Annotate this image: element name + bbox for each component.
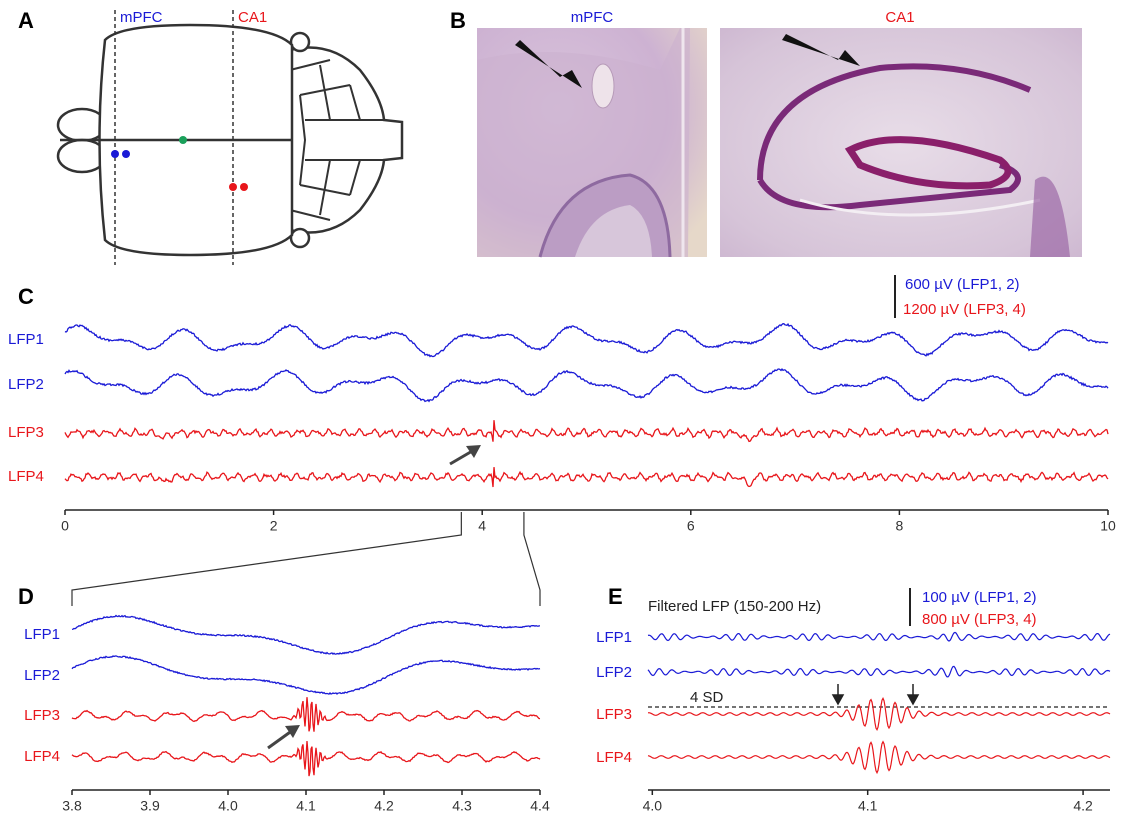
x-tick-label: 4.1: [858, 798, 878, 814]
trace-label: LFP1: [596, 629, 632, 646]
region-label: mPFC: [120, 9, 163, 26]
trace-label: LFP3: [8, 424, 44, 441]
lfp-trace: [647, 631, 1111, 642]
lfp-trace: [64, 420, 1109, 443]
scale-label: 800 µV (LFP3, 4): [922, 611, 1037, 628]
electrode-dot: [240, 183, 248, 191]
trace-label: LFP4: [8, 468, 44, 485]
trace-label: LFP3: [596, 706, 632, 723]
lfp-trace: [647, 740, 1111, 775]
arrow: [782, 34, 860, 66]
x-tick-label: 4.1: [296, 798, 316, 814]
lfp-trace: [71, 655, 541, 695]
x-tick-label: 0: [61, 518, 69, 534]
panel-label: C: [18, 284, 34, 309]
x-tick-label: 4.3: [452, 798, 472, 814]
panel-label: E: [608, 584, 623, 609]
x-tick-label: 4.2: [1073, 798, 1093, 814]
lfp-trace: [64, 467, 1109, 488]
trace-label: LFP1: [24, 626, 60, 643]
trace-label: LFP2: [24, 667, 60, 684]
trace-label: LFP3: [24, 707, 60, 724]
panel-label: A: [18, 8, 34, 33]
x-tick-label: 3.9: [140, 798, 160, 814]
scale-label: 1200 µV (LFP3, 4): [903, 301, 1026, 318]
electrode-dot: [111, 150, 119, 158]
scale-label: 100 µV (LFP1, 2): [922, 589, 1037, 606]
trace-label: LFP2: [596, 664, 632, 681]
arrow: [515, 40, 582, 88]
zoom-line: [71, 512, 462, 606]
region-label: CA1: [238, 9, 267, 26]
x-tick-label: 2: [270, 518, 278, 534]
lfp-trace: [71, 740, 541, 777]
x-tick-label: 4.0: [218, 798, 238, 814]
x-tick-label: 10: [1100, 518, 1116, 534]
x-tick-label: 8: [896, 518, 904, 534]
image-label: CA1: [885, 9, 914, 26]
x-tick-label: 4.0: [643, 798, 663, 814]
histology-ca1: [720, 28, 1082, 257]
x-tick-label: 3.8: [62, 798, 82, 814]
lfp-trace: [71, 697, 541, 732]
x-tick-label: 4.4: [530, 798, 550, 814]
reference-dot: [179, 136, 187, 144]
brain-schematic: [56, 23, 404, 257]
zoom-line: [523, 512, 541, 606]
panel-title: Filtered LFP (150-200 Hz): [648, 598, 821, 615]
lfp-trace: [64, 322, 1109, 358]
ripple-arrows: [267, 445, 481, 750]
x-tick-label: 4.2: [374, 798, 394, 814]
lfp-trace: [647, 665, 1111, 678]
trace-label: LFP2: [8, 376, 44, 393]
threshold-label: 4 SD: [690, 689, 724, 706]
scale-label: 600 µV (LFP1, 2): [905, 276, 1020, 293]
x-tick-label: 4: [478, 518, 486, 534]
panel-label: B: [450, 8, 466, 33]
image-label: mPFC: [571, 9, 614, 26]
panel-label: D: [18, 584, 34, 609]
trace-label: LFP4: [24, 748, 60, 765]
lfp-trace: [64, 368, 1109, 403]
trace-label: LFP1: [8, 331, 44, 348]
trace-label: LFP4: [596, 749, 632, 766]
electrode-dot: [122, 150, 130, 158]
event-arrows: [831, 684, 920, 706]
x-tick-label: 6: [687, 518, 695, 534]
histology-mpfc: [477, 28, 707, 258]
lfp-trace: [71, 614, 540, 656]
electrode-dot: [229, 183, 237, 191]
lfp-trace: [647, 697, 1111, 731]
